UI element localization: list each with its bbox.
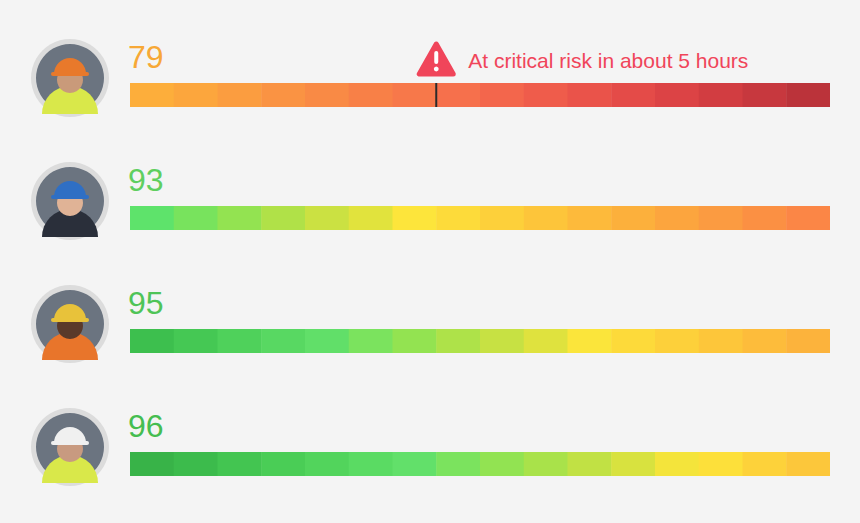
svg-text:79: 79 [128, 39, 164, 75]
svg-text:93: 93 [128, 162, 164, 198]
svg-text:96: 96 [128, 408, 164, 444]
svg-text:At critical risk in about 5 ho: At critical risk in about 5 hours [468, 49, 748, 72]
svg-text:95: 95 [128, 285, 164, 321]
